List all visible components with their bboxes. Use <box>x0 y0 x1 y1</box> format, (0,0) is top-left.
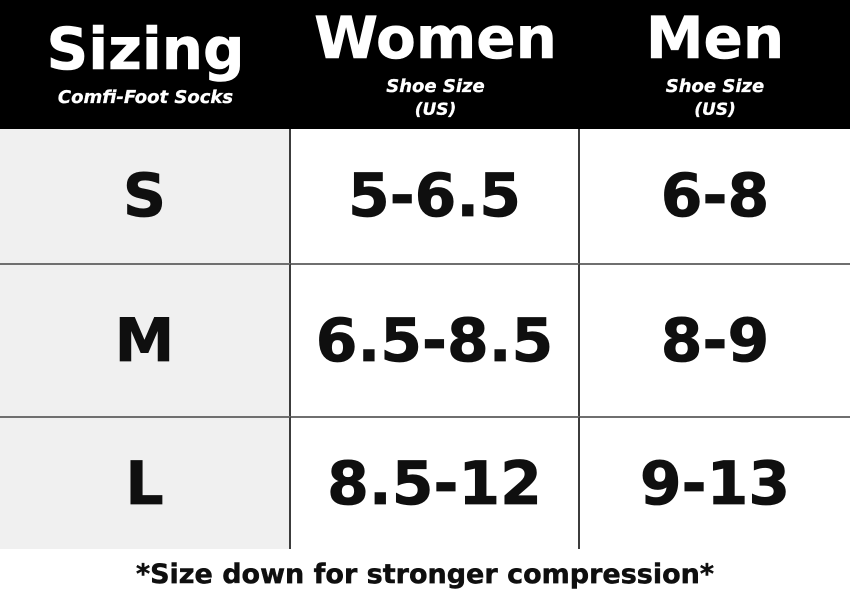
size-label-m: M <box>0 263 291 416</box>
men-range-s: 6-8 <box>580 129 850 263</box>
men-column-title: Men <box>645 4 785 73</box>
women-range-l: 8.5-12 <box>291 416 580 549</box>
women-range-s: 5-6.5 <box>291 129 580 263</box>
header-cell-sizing: Sizing Comfi-Foot Socks <box>0 0 291 129</box>
men-us-label: (US) <box>694 99 736 120</box>
size-label-s: S <box>0 129 291 263</box>
men-range-l: 9-13 <box>580 416 850 549</box>
page-title: Sizing <box>46 14 245 83</box>
women-shoe-size-label: Shoe Size <box>386 76 485 98</box>
size-label-l: L <box>0 416 291 549</box>
compression-footnote: *Size down for stronger compression* <box>135 559 715 591</box>
men-shoe-size-label: Shoe Size <box>665 76 765 98</box>
sizing-table: Sizing Comfi-Foot Socks Women Shoe Size … <box>0 0 850 549</box>
women-column-title: Women <box>314 4 557 73</box>
women-range-m: 6.5-8.5 <box>291 263 580 416</box>
men-range-m: 8-9 <box>580 263 850 416</box>
header-cell-women: Women Shoe Size (US) <box>291 0 580 129</box>
women-us-label: (US) <box>414 99 457 120</box>
header-cell-men: Men Shoe Size (US) <box>580 0 850 129</box>
brand-subtitle: Comfi-Foot Socks <box>57 86 234 108</box>
